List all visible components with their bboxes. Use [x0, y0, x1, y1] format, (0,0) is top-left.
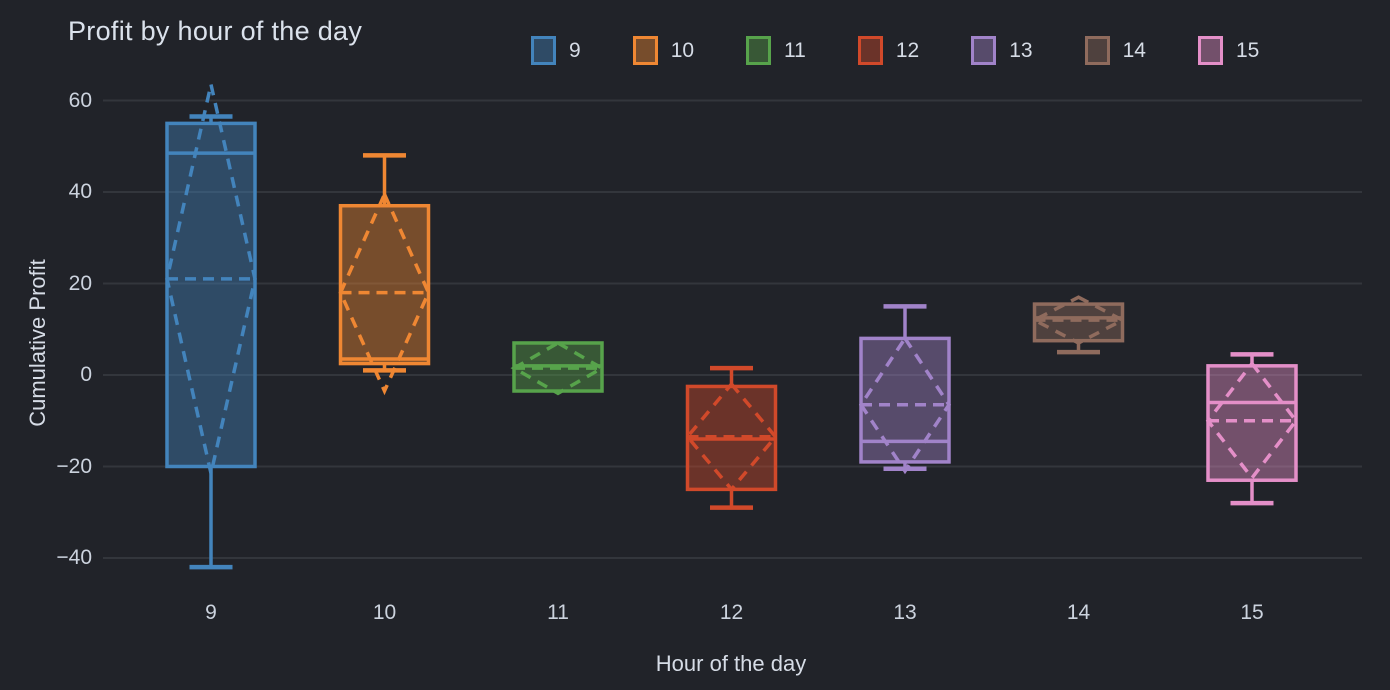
legend-swatch-icon — [746, 36, 772, 65]
legend-label: 9 — [569, 38, 581, 62]
y-tick-label: 20 — [68, 271, 92, 295]
x-tick-label: 14 — [1066, 601, 1091, 624]
legend-swatch-icon — [531, 36, 556, 65]
legend-item-15[interactable]: 15 — [1197, 36, 1260, 65]
iqr-box — [1032, 302, 1125, 343]
legend-label: 14 — [1122, 38, 1146, 62]
x-tick-label: 9 — [205, 601, 217, 624]
legend-item-11[interactable]: 11 — [746, 36, 806, 65]
x-tick-label: 15 — [1240, 601, 1264, 624]
sd-diamond — [338, 190, 431, 396]
legend-swatch-icon — [1084, 36, 1110, 65]
legend-swatch-icon — [632, 36, 658, 65]
legend-label: 15 — [1235, 38, 1260, 62]
legend-swatch-icon — [1197, 36, 1223, 65]
legend-item-13[interactable]: 13 — [971, 36, 1033, 65]
iqr-box — [165, 121, 257, 469]
legend-label: 11 — [784, 38, 806, 62]
box-trace-9 — [165, 84, 257, 570]
y-tick-label: −40 — [56, 546, 92, 569]
legend-label: 10 — [670, 38, 695, 62]
sd-diamond — [858, 335, 952, 475]
box-trace-10 — [338, 153, 431, 396]
legend-label: 13 — [1009, 38, 1033, 62]
legend-swatch-icon — [971, 36, 997, 65]
legend: 9 10 11 12 13 14 15 — [531, 36, 1259, 65]
legend-item-12[interactable]: 12 — [857, 36, 920, 65]
chart-title: Profit by hour of the day — [68, 16, 363, 46]
y-tick-label: 60 — [68, 88, 92, 112]
y-tick-label: 0 — [80, 363, 92, 386]
iqr-box — [338, 203, 431, 366]
x-tick-label: 10 — [372, 601, 397, 624]
sd-diamond — [685, 381, 778, 493]
x-axis-title: Hour of the day — [655, 651, 807, 676]
y-tick-label: −20 — [56, 454, 92, 478]
sd-diamond — [1205, 360, 1299, 481]
sd-diamond — [510, 340, 606, 396]
box-trace-13 — [858, 304, 952, 475]
box-trace-12 — [685, 365, 778, 510]
legend-item-10[interactable]: 10 — [632, 36, 695, 65]
box-trace-11 — [510, 340, 606, 396]
x-tick-label: 11 — [547, 601, 569, 624]
y-tick-label: 40 — [68, 180, 92, 203]
legend-item-9[interactable]: 9 — [531, 36, 581, 65]
x-tick-label: 12 — [719, 601, 744, 624]
legend-label: 12 — [895, 38, 920, 62]
box-trace-15 — [1205, 352, 1299, 506]
legend-swatch-icon — [857, 36, 883, 65]
legend-item-14[interactable]: 14 — [1084, 36, 1146, 65]
box-trace-14 — [1030, 295, 1127, 355]
sd-diamond — [1030, 295, 1127, 345]
iqr-box — [1206, 364, 1298, 482]
iqr-box — [859, 336, 951, 464]
x-tick-label: 13 — [893, 601, 917, 624]
